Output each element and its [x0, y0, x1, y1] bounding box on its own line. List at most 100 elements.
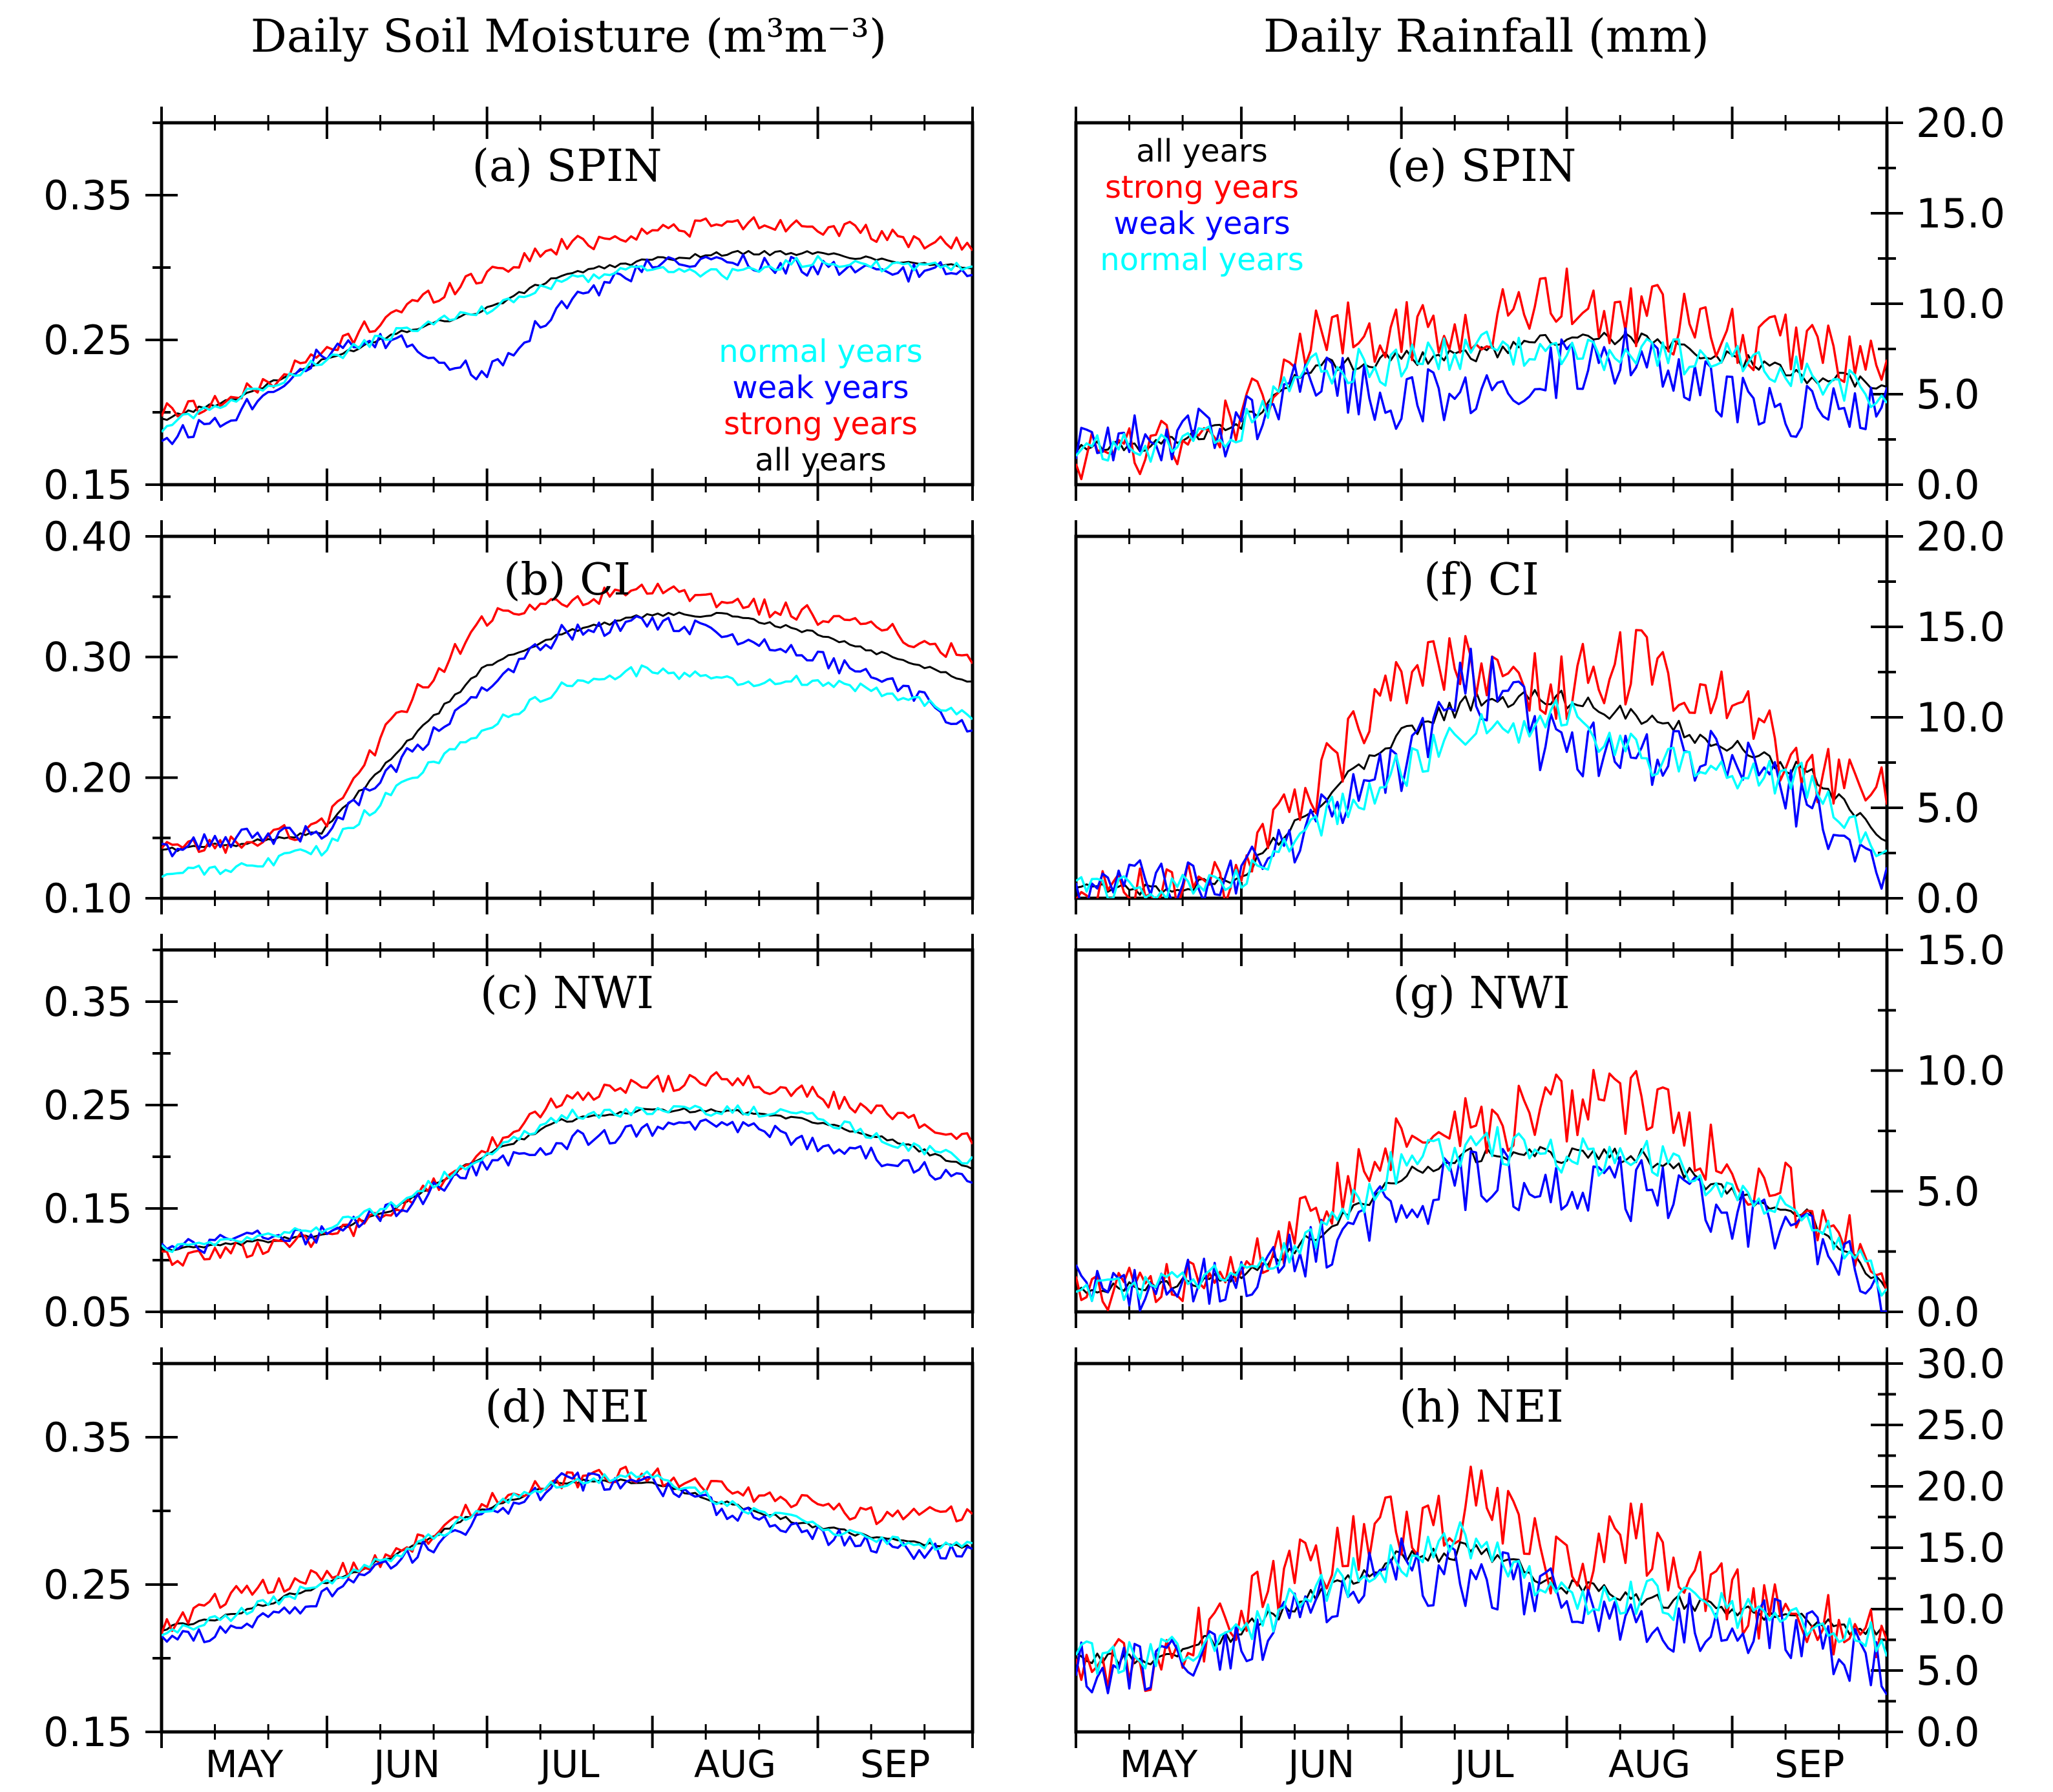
series-group	[1076, 629, 1887, 898]
legend-entry-normal-years: normal years	[1100, 242, 1304, 278]
panel-f-ci: 0.0 5.0 10.0 15.0 20.0 (f) CI	[1074, 513, 2005, 922]
series-group	[162, 216, 973, 445]
series-group	[1076, 268, 1887, 481]
y-tick-label: 0.15	[43, 461, 132, 509]
panel-title: (b) CI	[503, 554, 631, 606]
y-tick-label: 0.25	[43, 1082, 132, 1129]
legend-entry-all-years: all years	[755, 442, 886, 478]
series-line-normal-years	[1076, 1521, 1887, 1675]
y-tick-label: 5.0	[1916, 1647, 1980, 1694]
series-line-weak-years	[1076, 1537, 1887, 1696]
y-tick-label: 0.0	[1916, 461, 1980, 509]
y-tick-label: 0.20	[43, 754, 132, 801]
y-tick-label: 20.0	[1916, 1463, 2005, 1510]
panel-title: (d) NEI	[485, 1382, 649, 1433]
series-line-weak-years	[162, 1471, 973, 1643]
series-line-normal-years	[1076, 330, 1887, 463]
y-tick-label: 15.0	[1916, 190, 2005, 237]
series-line-normal-years	[162, 664, 973, 878]
y-tick-label: 20.0	[1916, 100, 2005, 147]
y-tick-label: 15.0	[1916, 1524, 2005, 1572]
panel-title: (a) SPIN	[472, 141, 662, 192]
series-group	[162, 1071, 973, 1267]
y-tick-label: 10.0	[1916, 1586, 2005, 1633]
month-label-may: MAY	[1120, 1742, 1198, 1786]
series-group	[1076, 1465, 1887, 1696]
legend-entry-weak-years: weak years	[732, 370, 909, 406]
y-tick-label: 0.10	[43, 875, 132, 922]
series-line-weak-years	[1076, 648, 1887, 898]
month-label-jun: JUN	[372, 1742, 440, 1786]
y-tick-label: 15.0	[1916, 604, 2005, 651]
month-label-jun: JUN	[1286, 1742, 1354, 1786]
month-label-may: MAY	[205, 1742, 284, 1786]
month-label-aug: AUG	[694, 1742, 776, 1786]
plot-frame	[160, 121, 974, 487]
panel-h-nei: MAY JUN JUL AUG SEP 0.0 5.0 10.0 15.0 20.0 25.0 30.…	[1074, 1340, 2005, 1786]
plot-frame	[160, 948, 974, 1314]
legend-entry-normal-years: normal years	[719, 333, 923, 370]
series-line-strong-years	[1076, 629, 1887, 898]
series-line-strong-years	[162, 1466, 973, 1634]
month-label-aug: AUG	[1608, 1742, 1690, 1786]
y-tick-label: 0.35	[43, 172, 132, 219]
y-tick-label: 10.0	[1916, 1048, 2005, 1095]
series-line-strong-years	[1076, 1465, 1887, 1692]
y-tick-label: 0.0	[1916, 875, 1980, 922]
series-line-strong-years	[162, 216, 973, 417]
series-line-all-years	[1076, 1146, 1887, 1294]
series-line-weak-years	[162, 253, 973, 445]
legend-entry-strong-years: strong years	[724, 406, 918, 442]
series-group	[1076, 1068, 1887, 1312]
series-line-strong-years	[162, 1071, 973, 1267]
panel-title: (e) SPIN	[1387, 141, 1577, 192]
y-tick-label: 0.35	[43, 978, 132, 1026]
y-tick-label: 0.25	[43, 1561, 132, 1608]
panel-d-nei: MAY JUN JUL AUG SEP 0.15 0.25 0.35 (d) NEI	[43, 1347, 974, 1786]
panel-c-nwi: 0.05 0.15 0.25 0.35 (c) NWI	[43, 934, 974, 1336]
y-tick-label: 0.15	[43, 1185, 132, 1232]
month-label-sep: SEP	[1774, 1742, 1844, 1786]
series-line-all-years	[162, 1107, 973, 1252]
series-group	[162, 582, 973, 878]
series-line-normal-years	[162, 255, 973, 433]
month-label-sep: SEP	[860, 1742, 930, 1786]
y-tick-label: 0.35	[43, 1414, 132, 1461]
y-tick-label: 5.0	[1916, 1168, 1980, 1215]
y-tick-label: 10.0	[1916, 694, 2005, 741]
series-line-normal-years	[162, 1104, 973, 1253]
series-line-weak-years	[162, 615, 973, 858]
y-tick-label: 5.0	[1916, 785, 1980, 832]
y-tick-label: 20.0	[1916, 513, 2005, 560]
legend-entry-strong-years: strong years	[1105, 169, 1299, 206]
series-line-all-years	[162, 611, 973, 852]
y-tick-label: 15.0	[1916, 927, 2005, 974]
legend-entry-all-years: all years	[1136, 133, 1267, 169]
series-line-strong-years	[162, 582, 973, 854]
series-group	[162, 1466, 973, 1643]
y-tick-label: 0.05	[43, 1289, 132, 1336]
month-label-jul: JUL	[1453, 1742, 1514, 1786]
series-line-normal-years	[1076, 1126, 1887, 1302]
series-line-normal-years	[1076, 699, 1887, 898]
left-column-title: Daily Soil Moisture (m³m⁻³)	[251, 10, 887, 63]
panel-title: (f) CI	[1424, 554, 1539, 606]
y-tick-label: 0.40	[43, 513, 132, 560]
y-tick-label: 10.0	[1916, 280, 2005, 328]
y-tick-label: 0.0	[1916, 1289, 1980, 1336]
panel-title: (g) NWI	[1393, 968, 1570, 1019]
series-line-weak-years	[1076, 1148, 1887, 1312]
panel-title: (h) NEI	[1399, 1382, 1563, 1433]
right-column-title: Daily Rainfall (mm)	[1263, 10, 1709, 63]
y-tick-label: 5.0	[1916, 371, 1980, 418]
month-label-jul: JUL	[538, 1742, 600, 1786]
panel-title: (c) NWI	[480, 968, 654, 1019]
panel-g-nwi: 0.0 5.0 10.0 15.0 (g) NWI	[1074, 927, 2005, 1336]
y-tick-label: 25.0	[1916, 1402, 2005, 1449]
panel-b-ci: 0.10 0.20 0.30 0.40 (b) CI	[43, 513, 974, 922]
y-tick-label: 0.15	[43, 1709, 132, 1756]
y-tick-label: 0.0	[1916, 1709, 1980, 1756]
